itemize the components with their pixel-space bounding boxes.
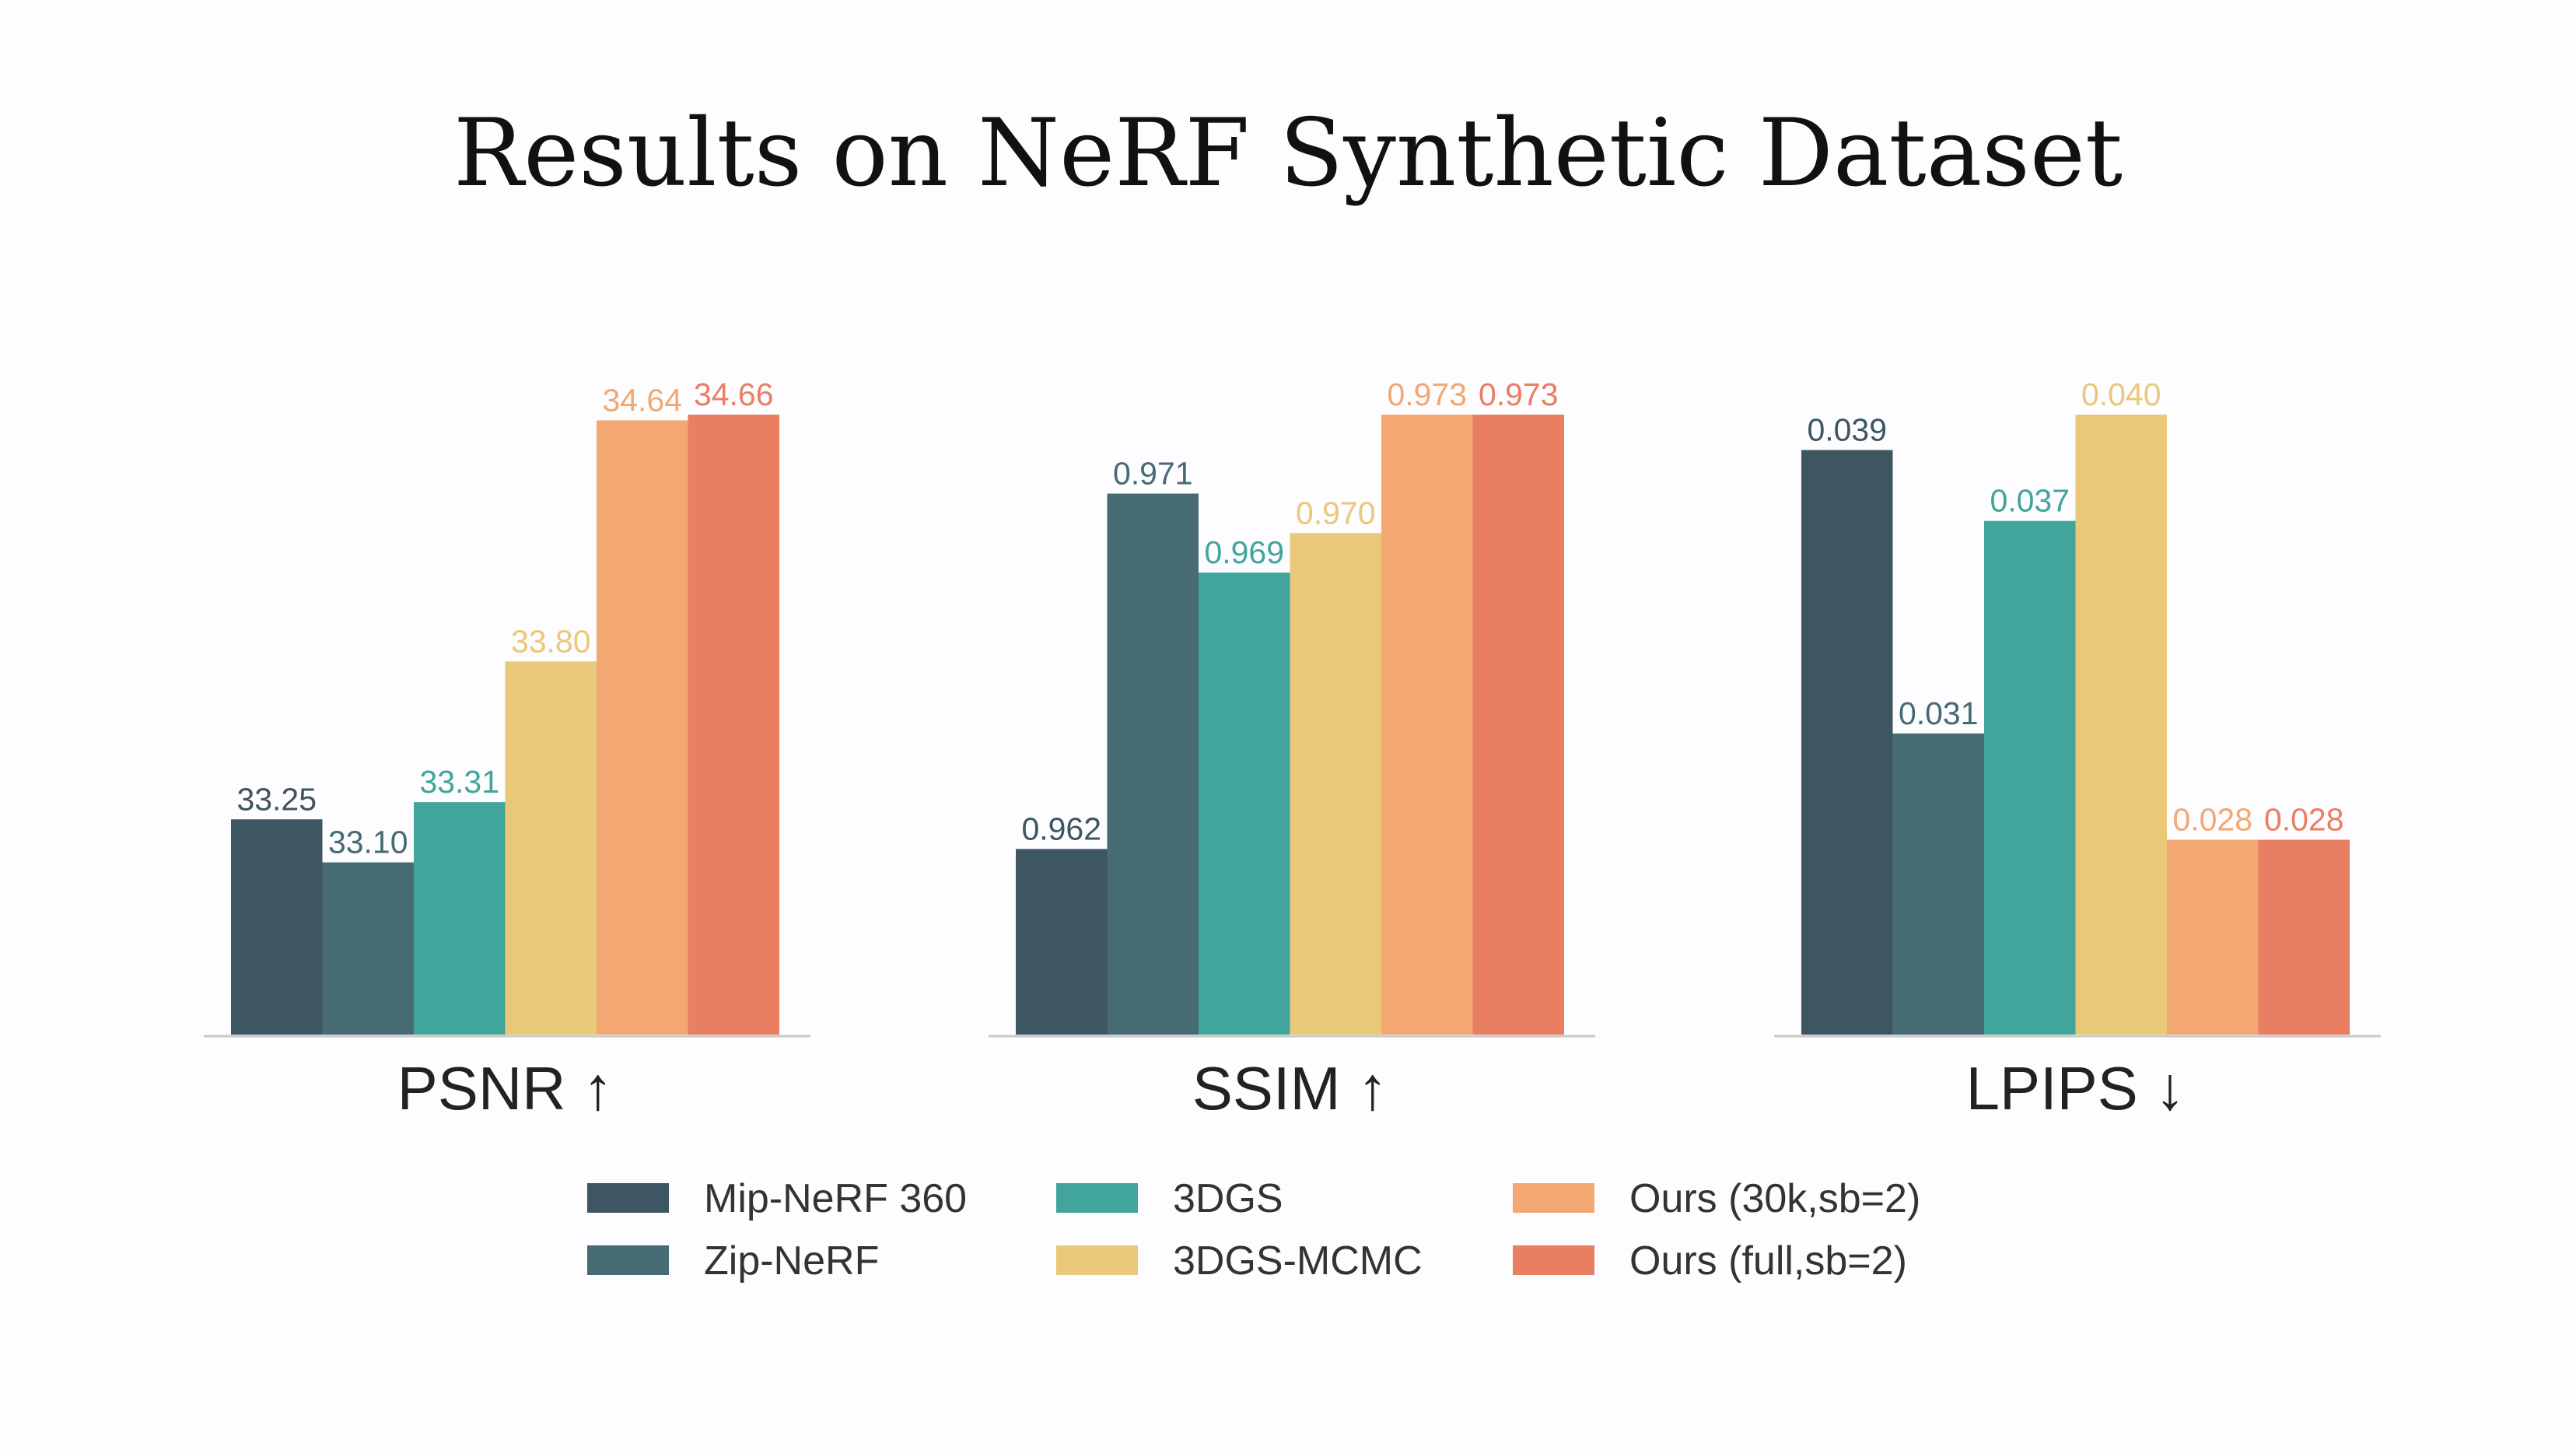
metric-label-0: PSNR ↑: [397, 1054, 613, 1123]
bar-value-label-2-0: 0.039: [1807, 412, 1887, 448]
legend-swatch-1: [587, 1245, 669, 1275]
metric-label-1: SSIM ↑: [1192, 1054, 1388, 1123]
bar-value-label-0-4: 34.64: [602, 382, 682, 418]
legend-swatch-2: [1056, 1183, 1138, 1213]
legend-item-3: 3DGS-MCMC: [1056, 1238, 1423, 1284]
bar-value-label-2-3: 0.040: [2081, 377, 2161, 412]
chart-title: Results on NeRF Synthetic Dataset: [453, 100, 2123, 208]
bar-value-label-0-1: 33.10: [328, 825, 408, 860]
bar-1-1: [1107, 493, 1199, 1035]
bar-2-4: [2167, 839, 2259, 1035]
legend-item-4: Ours (30k,sb=2): [1513, 1176, 1920, 1221]
panel-1: 0.962 0.971 0.969 0.970 0.973 0.973 SSIM ↑: [989, 377, 1595, 1123]
legend-item-5: Ours (full,sb=2): [1513, 1238, 1907, 1284]
bar-value-label-2-1: 0.031: [1899, 695, 1979, 731]
bar-value-label-1-2: 0.969: [1204, 534, 1284, 570]
bar-value-label-2-2: 0.037: [1990, 483, 2070, 519]
bar-value-label-2-4: 0.028: [2172, 802, 2252, 838]
metric-label-2: LPIPS ↓: [1966, 1054, 2186, 1123]
bar-1-0: [1016, 849, 1108, 1035]
legend-label-2: 3DGS: [1173, 1176, 1283, 1221]
legend-item-1: Zip-NeRF: [587, 1238, 879, 1284]
bar-0-0: [231, 819, 323, 1035]
bar-1-2: [1199, 573, 1290, 1035]
legend-swatch-0: [587, 1183, 669, 1213]
bar-2-5: [2258, 839, 2350, 1035]
bar-0-3: [505, 661, 597, 1035]
bar-value-label-0-5: 34.66: [694, 377, 774, 412]
bar-0-4: [597, 420, 688, 1035]
chart-panels: 33.25 33.10 33.31 33.80 34.64 34.66 PSNR ↑ 0.96…: [204, 377, 2381, 1123]
legend-item-0: Mip-NeRF 360: [587, 1176, 967, 1221]
bar-1-5: [1472, 415, 1564, 1035]
bar-value-label-0-3: 33.80: [511, 623, 591, 659]
panel-0: 33.25 33.10 33.31 33.80 34.64 34.66 PSNR ↑: [204, 377, 810, 1123]
legend-label-3: 3DGS-MCMC: [1173, 1238, 1423, 1284]
panel-2: 0.039 0.031 0.037 0.040 0.028 0.028 LPIPS ↓: [1774, 377, 2381, 1123]
bar-1-4: [1381, 415, 1473, 1035]
bar-0-2: [414, 802, 506, 1035]
bar-value-label-1-5: 0.973: [1479, 377, 1559, 412]
chart-legend: Mip-NeRF 360 Zip-NeRF 3DGS 3DGS-MCMC Ours (3…: [587, 1176, 1920, 1284]
bar-value-label-0-0: 33.25: [236, 781, 317, 817]
bar-2-1: [1892, 733, 1984, 1035]
legend-label-4: Ours (30k,sb=2): [1629, 1176, 1920, 1221]
legend-swatch-3: [1056, 1245, 1138, 1275]
bar-value-label-0-2: 33.31: [419, 764, 499, 800]
legend-label-1: Zip-NeRF: [704, 1238, 879, 1284]
legend-label-5: Ours (full,sb=2): [1629, 1238, 1907, 1284]
legend-label-0: Mip-NeRF 360: [704, 1176, 967, 1221]
bar-0-1: [322, 862, 414, 1035]
bar-1-3: [1290, 533, 1381, 1035]
bar-0-5: [688, 415, 779, 1035]
bar-value-label-1-3: 0.970: [1296, 495, 1376, 531]
legend-swatch-4: [1513, 1183, 1594, 1213]
legend-swatch-5: [1513, 1245, 1594, 1275]
bar-2-2: [1984, 520, 2076, 1035]
bar-value-label-1-1: 0.971: [1113, 456, 1193, 492]
bar-value-label-1-0: 0.962: [1021, 811, 1101, 846]
legend-item-2: 3DGS: [1056, 1176, 1283, 1221]
bar-value-label-1-4: 0.973: [1387, 377, 1467, 412]
bar-2-0: [1801, 450, 1893, 1035]
bar-2-3: [2075, 415, 2167, 1035]
bar-value-label-2-5: 0.028: [2264, 802, 2344, 838]
